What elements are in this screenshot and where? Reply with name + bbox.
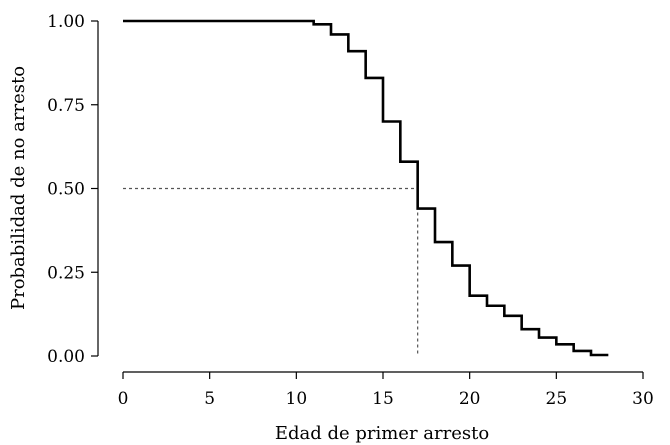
- x-axis-title: Edad de primer arresto: [275, 423, 489, 444]
- x-tick-label: 5: [204, 389, 215, 409]
- median-reference: [123, 187, 419, 356]
- y-tick-label: 0.25: [47, 263, 85, 283]
- x-tick-label: 30: [632, 389, 654, 409]
- y-tick-label: 0.75: [47, 96, 85, 116]
- y-tick-label: 1.00: [47, 12, 85, 32]
- y-tick-label: 0.00: [47, 347, 85, 367]
- x-tick-label: 15: [372, 389, 394, 409]
- survival-step-line: [123, 19, 609, 357]
- x-tick-label: 20: [459, 389, 481, 409]
- y-ticks: 0.00 0.25 0.50 0.75 1.00: [47, 12, 98, 367]
- y-tick-label: 0.50: [47, 180, 85, 200]
- x-tick-label: 0: [118, 389, 129, 409]
- x-tick-label: 10: [286, 389, 308, 409]
- x-ticks: 0 5 10 15 20 25 30: [118, 372, 654, 409]
- x-tick-label: 25: [546, 389, 568, 409]
- series-group: [123, 19, 609, 357]
- x-axis: 0 5 10 15 20 25 30: [118, 371, 654, 409]
- y-axis-title: Probabilidad de no arresto: [8, 66, 29, 310]
- y-axis: 0.00 0.25 0.50 0.75 1.00: [47, 12, 99, 367]
